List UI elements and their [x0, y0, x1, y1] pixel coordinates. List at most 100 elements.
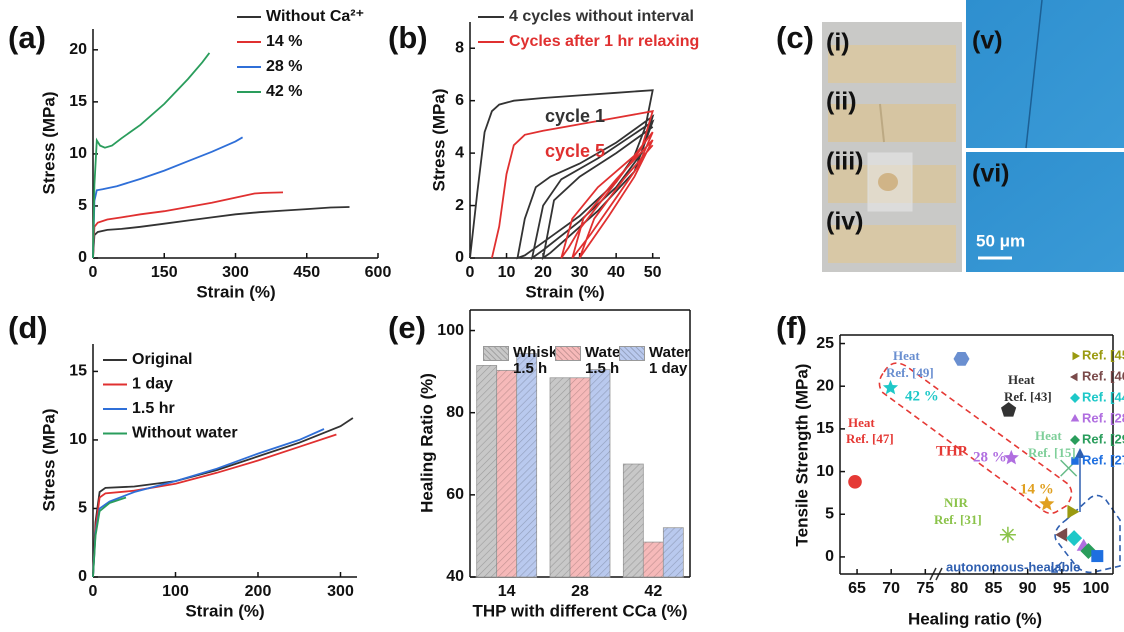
point — [999, 526, 1016, 543]
legend-label: Ref. [45 — [1082, 347, 1124, 362]
point — [1039, 496, 1055, 511]
bar-hatch — [550, 377, 570, 577]
y-tick-label: 0 — [825, 548, 834, 565]
y-tick-label: 0 — [455, 249, 464, 266]
annotation: Heat — [1008, 372, 1035, 387]
y-tick-label: 20 — [69, 41, 87, 58]
y-tick-label: 5 — [825, 505, 834, 522]
bar-hatch — [663, 527, 684, 577]
annotation: 42 % — [905, 388, 939, 404]
legend-label: Original — [132, 351, 192, 368]
y-tick-label: 15 — [69, 93, 87, 110]
x-axis-label: Strain (%) — [185, 601, 264, 620]
micrograph — [966, 0, 1124, 148]
annotation: Ref. [15] — [1028, 445, 1076, 460]
annotation: Heat — [848, 415, 875, 430]
line — [469, 89, 655, 261]
x-tick-label: 10 — [498, 264, 516, 281]
legend-label: 4 cycles without interval — [509, 8, 694, 25]
point — [1055, 527, 1068, 542]
y-tick-label: 25 — [816, 335, 834, 352]
line — [92, 428, 325, 578]
legend-entry: Water 1 day — [619, 345, 697, 377]
healed-spot — [878, 173, 898, 191]
legend-label: Ref. [29 — [1082, 431, 1124, 446]
point — [1003, 449, 1019, 465]
panel-label: (d) — [8, 310, 48, 345]
y-tick-label: 10 — [69, 145, 87, 162]
arrow-head — [1075, 448, 1085, 458]
y-tick-label: 8 — [455, 39, 464, 56]
panel-label: (b) — [388, 20, 428, 55]
x-tick-label: 150 — [151, 264, 178, 281]
legend-label: Water 1 day — [649, 344, 691, 377]
legend-label: 42 % — [266, 83, 302, 100]
x-tick-label: 300 — [222, 264, 249, 281]
x-tick-label: 450 — [293, 264, 320, 281]
y-tick-label: 6 — [455, 92, 464, 109]
legend-swatch — [1071, 457, 1079, 465]
arrow — [1051, 561, 1063, 573]
legend-label: Water 1.5 h — [585, 344, 627, 377]
x-tick-label: 200 — [245, 583, 272, 600]
y-tick-label: 100 — [437, 322, 464, 339]
photo-label: (iv) — [826, 208, 864, 236]
line — [491, 110, 654, 259]
x-axis-label: Strain (%) — [196, 282, 275, 301]
y-axis-label: Tensile Strength (MPa) — [792, 364, 811, 547]
y-tick-label: 0 — [78, 568, 87, 585]
film-strip — [828, 104, 956, 142]
annotation: Ref. [43] — [1004, 389, 1052, 404]
line — [92, 433, 337, 578]
annotation: Heat — [1035, 428, 1062, 443]
panel-label: (c) — [776, 20, 814, 55]
point — [1001, 402, 1017, 417]
x-tick-label: 75 — [916, 580, 934, 597]
x-tick-label: 85 — [985, 580, 1003, 597]
photo-label: (vi) — [972, 160, 1010, 188]
x-tick-label: 70 — [882, 580, 900, 597]
panel-label: (e) — [388, 310, 426, 345]
x-tick-label: 50 — [644, 264, 662, 281]
legend-label: 1 day — [132, 376, 173, 393]
y-tick-label: 20 — [816, 377, 834, 394]
y-axis-label: Stress (MPa) — [39, 92, 58, 195]
cut-line — [879, 103, 885, 143]
photo-label: (ii) — [826, 88, 857, 116]
y-tick-label: 60 — [446, 486, 464, 503]
annotation: Ref. [31] — [934, 512, 982, 527]
x-tick-label: 80 — [951, 580, 969, 597]
legend-label: Without Ca²⁺ — [266, 8, 364, 25]
legend-label: Ref. [44 — [1082, 389, 1124, 404]
legend-entry: Water 1.5 h — [555, 345, 633, 377]
annotation: THP — [936, 443, 967, 459]
legend-label: 1.5 hr — [132, 400, 175, 417]
photo-label: (i) — [826, 29, 850, 57]
x-tick-label: 30 — [571, 264, 589, 281]
legend-swatch — [619, 346, 645, 361]
crack — [1025, 0, 1043, 149]
x-tick-label: 0 — [466, 264, 475, 281]
bar-hatch — [643, 542, 664, 577]
autonomous-region — [1054, 494, 1121, 574]
annotation: Heat — [893, 348, 920, 363]
x-tick-label: 0 — [89, 264, 98, 281]
point — [1067, 504, 1080, 519]
annotation: cycle 5 — [545, 141, 605, 161]
micrograph — [966, 152, 1124, 272]
x-tick-label: 14 — [498, 583, 516, 600]
bar-hatch — [570, 377, 590, 577]
annotation: cycle 1 — [545, 106, 605, 126]
legend-swatch — [483, 346, 509, 361]
bar-hatch — [590, 369, 610, 577]
legend-label: Ref. [46 — [1082, 368, 1124, 383]
x-tick-label: 100 — [1083, 580, 1110, 597]
y-tick-label: 40 — [446, 568, 464, 585]
legend-swatch — [1070, 372, 1078, 382]
point — [1091, 550, 1104, 563]
legend-swatch — [1072, 351, 1080, 361]
x-axis-label: Strain (%) — [525, 282, 604, 301]
x-tick-label: 40 — [607, 264, 625, 281]
